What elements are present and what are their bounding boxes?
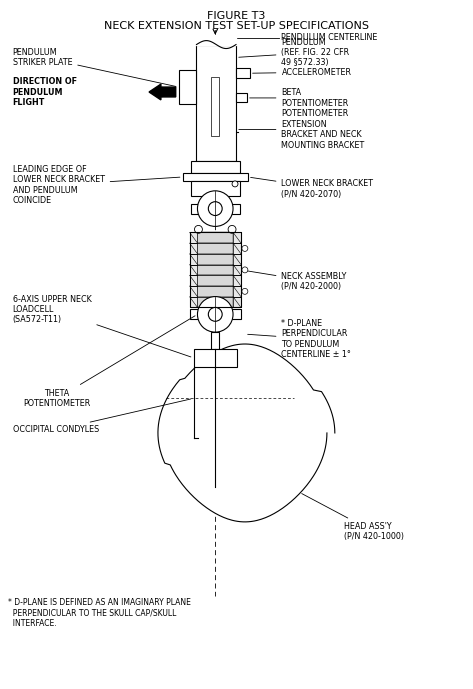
Bar: [197, 275, 233, 286]
Polygon shape: [190, 286, 197, 297]
Circle shape: [197, 296, 233, 332]
Text: OCCIPITAL CONDYLES: OCCIPITAL CONDYLES: [13, 399, 191, 435]
Polygon shape: [190, 254, 197, 265]
Polygon shape: [190, 297, 197, 307]
Polygon shape: [233, 275, 241, 286]
Text: LEADING EDGE OF
LOWER NECK BRACKET
AND PENDULUM
COINCIDE: LEADING EDGE OF LOWER NECK BRACKET AND P…: [13, 165, 180, 205]
Bar: [191, 161, 240, 173]
Circle shape: [242, 289, 248, 294]
Bar: [236, 93, 247, 102]
Text: * D-PLANE
PERPENDICULAR
TO PENDULUM
CENTERLINE ± 1°: * D-PLANE PERPENDICULAR TO PENDULUM CENT…: [248, 319, 351, 359]
Bar: [197, 232, 233, 243]
Text: THETA
POTENTIOMETER: THETA POTENTIOMETER: [24, 316, 195, 408]
Bar: [197, 265, 233, 275]
Polygon shape: [233, 297, 241, 307]
Circle shape: [208, 307, 222, 321]
Polygon shape: [190, 275, 197, 286]
Polygon shape: [233, 243, 241, 254]
Text: NECK ASSEMBLY
(P/N 420-2000): NECK ASSEMBLY (P/N 420-2000): [244, 270, 347, 291]
Polygon shape: [190, 232, 197, 243]
Text: NECK EXTENSION TEST SET-UP SPECIFICATIONS: NECK EXTENSION TEST SET-UP SPECIFICATION…: [104, 21, 368, 31]
Text: DIRECTION OF
PENDULUM
FLIGHT: DIRECTION OF PENDULUM FLIGHT: [13, 77, 77, 107]
Text: LOWER NECK BRACKET
(P/N 420-2070): LOWER NECK BRACKET (P/N 420-2070): [251, 177, 374, 198]
Text: FIGURE T3: FIGURE T3: [207, 11, 265, 21]
Polygon shape: [233, 232, 241, 243]
Bar: [191, 204, 240, 214]
Circle shape: [242, 245, 248, 251]
Text: BETA
POTENTIOMETER: BETA POTENTIOMETER: [250, 88, 349, 107]
Polygon shape: [190, 265, 197, 275]
Text: HEAD ASS'Y
(P/N 420-1000): HEAD ASS'Y (P/N 420-1000): [302, 493, 404, 542]
Text: PENDULUM
STRIKER PLATE: PENDULUM STRIKER PLATE: [13, 48, 176, 86]
Polygon shape: [233, 286, 241, 297]
Text: * D-PLANE IS DEFINED AS AN IMAGINARY PLANE
  PERPENDICULAR TO THE SKULL CAP/SKUL: * D-PLANE IS DEFINED AS AN IMAGINARY PLA…: [8, 598, 191, 628]
Polygon shape: [233, 265, 241, 275]
Bar: [236, 68, 250, 78]
Bar: [193, 349, 237, 367]
Text: ACCELEROMETER: ACCELEROMETER: [253, 68, 351, 76]
Text: PENDULUM CENTERLINE: PENDULUM CENTERLINE: [281, 33, 378, 42]
Bar: [196, 45, 236, 161]
Text: POTENTIOMETER
EXTENSION
BRACKET AND NECK
MOUNTING BRACKET: POTENTIOMETER EXTENSION BRACKET AND NECK…: [239, 110, 365, 150]
Circle shape: [208, 202, 222, 216]
Bar: [211, 332, 219, 349]
Bar: [191, 181, 240, 196]
FancyArrow shape: [149, 84, 176, 100]
Bar: [197, 286, 233, 297]
Circle shape: [228, 225, 236, 234]
Circle shape: [242, 267, 248, 273]
Bar: [190, 232, 241, 307]
Text: PENDULUM
(REF. FIG. 22 CFR
49 §572.33): PENDULUM (REF. FIG. 22 CFR 49 §572.33): [239, 38, 350, 68]
Bar: [183, 173, 248, 181]
Polygon shape: [158, 344, 335, 522]
Bar: [190, 309, 241, 319]
Circle shape: [197, 191, 233, 227]
Text: 6-AXIS UPPER NECK
LOADCELL
(SA572-T11): 6-AXIS UPPER NECK LOADCELL (SA572-T11): [13, 294, 191, 357]
Circle shape: [194, 225, 202, 234]
Bar: [197, 297, 233, 307]
Bar: [179, 70, 196, 104]
Bar: [197, 254, 233, 265]
Polygon shape: [190, 243, 197, 254]
Bar: [197, 243, 233, 254]
Circle shape: [232, 181, 238, 187]
Polygon shape: [233, 254, 241, 265]
Bar: [211, 77, 219, 136]
